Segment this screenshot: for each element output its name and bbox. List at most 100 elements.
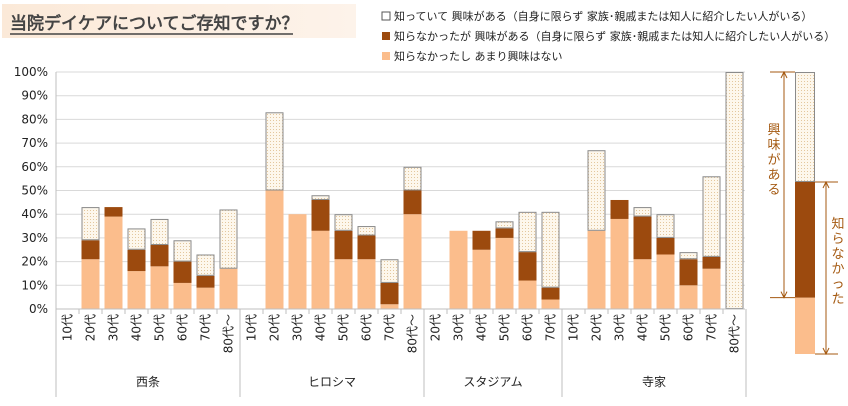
y-tick-label: 90% [21,89,48,103]
bar-know-interested [633,207,652,217]
x-tick-label: 50代 [337,314,351,341]
legend-label-know-interested: 知っていて 興味がある（自身に限らず 家族･親戚または知人に紹介したい人がいる） [394,9,812,23]
bar-unknown-interested [633,216,652,260]
x-tick-label: 30代 [291,314,305,341]
x-tick-label: 60代 [682,314,696,341]
group-label: スタジアム [463,375,522,389]
legend-swatch-not-interested [382,52,390,60]
summary-unknown-interested [795,181,815,298]
bar-know-interested [495,221,514,229]
bar-unknown-interested [150,245,169,267]
x-tick-label: 60代 [360,314,374,341]
x-tick-label: 40代 [475,314,489,341]
x-tick-label: 10代 [61,314,75,341]
group-label: 寺家 [642,374,666,389]
annotation-interested: 興味がある [767,123,780,198]
x-tick-label: 80代～ [406,314,420,353]
bar-unknown-interested [104,207,123,217]
bar-know-interested [311,195,330,200]
x-tick-label: 40代 [636,314,650,341]
x-tick-label: 10代 [245,314,259,341]
x-tick-label: 30代 [613,314,627,341]
annotation-interested-mask [766,121,782,200]
title-background [2,4,356,38]
bar-unknown-interested [495,228,514,238]
y-tick-label: 50% [21,184,48,198]
bar-know-interested [265,112,284,191]
legend-swatch-know-interested [381,11,391,21]
bar-not-interested [403,214,422,309]
bar-unknown-interested [518,252,537,281]
legend-label-not-interested: 知らなかったし あまり興味はない [394,49,563,63]
y-tick-label: 30% [21,231,48,245]
bar-know-interested [357,226,376,236]
x-tick-label: 80代～ [728,314,742,353]
x-tick-label: 20代 [429,314,443,341]
bar-not-interested [702,268,721,309]
bar-not-interested [656,254,675,309]
bar-unknown-interested [173,261,192,283]
bar-unknown-interested [196,275,215,288]
bar-not-interested [610,218,629,309]
legend-swatch-unknown-interested [382,32,390,40]
bar-not-interested [311,230,330,309]
x-tick-label: 10代 [567,314,581,341]
bar-know-interested [380,259,399,283]
x-tick-label: 70代 [544,314,558,341]
bar-unknown-interested [472,230,491,250]
bar-not-interested [196,287,215,309]
bar-not-interested [380,304,399,309]
bar-not-interested [449,230,468,309]
bar-not-interested [633,259,652,309]
bar-know-interested [150,218,169,246]
x-tick-label: 40代 [130,314,144,341]
interested-arrow-head [780,70,788,79]
bar-know-interested [81,207,100,241]
bar-not-interested [541,299,560,309]
bar-unknown-interested [403,190,422,215]
group-label: 西条 [136,375,160,389]
chart-title: 当院デイケアについてご存知ですか？ [10,13,299,34]
x-tick-label: 60代 [176,314,190,341]
bar-unknown-interested [656,237,675,255]
bar-not-interested [587,230,606,309]
y-tick-label: 20% [21,255,48,269]
y-tick-label: 100% [14,65,48,79]
bar-not-interested [288,214,307,309]
bar-unknown-interested [357,235,376,260]
bar-know-interested [334,214,353,231]
x-tick-label: 30代 [107,314,121,341]
bar-not-interested [150,266,169,309]
y-tick-label: 80% [21,112,48,126]
bar-know-interested [403,166,422,191]
x-tick-label: 70代 [705,314,719,341]
x-tick-label: 70代 [199,314,213,341]
bar-know-interested [587,150,606,231]
y-tick-label: 60% [21,160,48,174]
bar-unknown-interested [380,282,399,305]
legend: 知っていて 興味がある（自身に限らず 家族･親戚または知人に紹介したい人がいる）… [381,9,835,63]
group-label: ヒロシマ [308,375,356,389]
unknown-arrow-head [822,347,830,356]
x-axis: 10代 20代 30代 40代 50代 60代 70代 80代～ 西条 10代 20代 30代 40代 5… [55,308,747,397]
x-tick-label: 40代 [314,314,328,341]
y-tick-label: 70% [21,136,48,150]
x-tick-label: 20代 [268,314,282,341]
summary-know-interested [795,72,815,182]
bar-not-interested [495,237,514,309]
bar-unknown-interested [610,199,629,219]
x-tick-label: 70代 [383,314,397,341]
y-tick-label: 0% [29,302,48,316]
y-tick-label: 40% [21,207,48,221]
bar-not-interested [81,259,100,309]
bar-know-interested [518,211,537,253]
bar-know-interested [173,240,192,262]
bar-know-interested [541,211,560,288]
bar-know-interested [127,228,146,250]
annotation-unknown: 知らなかった [831,216,844,307]
x-tick-label: 60代 [521,314,535,341]
bar-unknown-interested [541,287,560,300]
summary-not-interested [795,297,815,354]
bar-not-interested [219,268,238,309]
